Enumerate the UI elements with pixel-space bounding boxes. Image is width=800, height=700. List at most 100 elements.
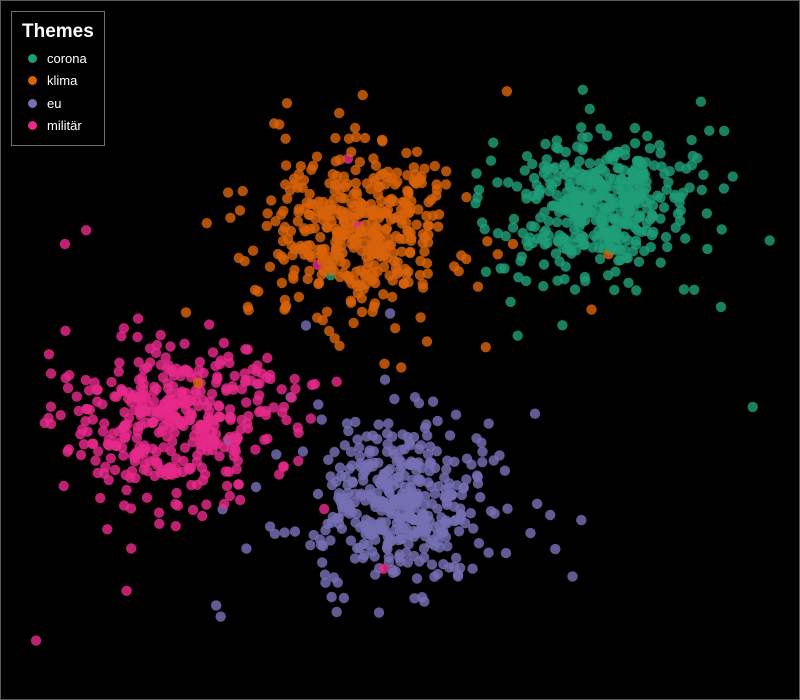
legend-swatch-milit-r [28, 121, 37, 131]
point-eu [373, 419, 384, 430]
point-milit-r [230, 430, 241, 442]
legend-label-milit-r: militär [47, 118, 82, 134]
point-eu [316, 414, 327, 425]
point-eu [477, 457, 488, 468]
point-klima [390, 323, 401, 334]
point-eu [465, 508, 476, 519]
point-corona [508, 213, 520, 225]
point-milit-r [141, 492, 153, 503]
point-eu [424, 466, 435, 477]
point-milit-r [281, 414, 292, 426]
point-corona [619, 231, 630, 242]
point-eu [467, 563, 478, 574]
point-klima [201, 218, 212, 229]
point-eu [297, 446, 309, 457]
point-milit-r [224, 490, 235, 502]
point-corona [615, 244, 626, 255]
point-klima [391, 167, 403, 178]
point-klima [414, 269, 426, 281]
point-eu [345, 535, 357, 546]
point-corona [646, 230, 658, 241]
point-corona [678, 284, 690, 295]
point-corona [604, 172, 615, 184]
point-corona [472, 192, 483, 203]
point-klima [386, 193, 397, 205]
point-milit-r [116, 331, 127, 342]
point-eu [317, 557, 328, 568]
point-klima [378, 289, 389, 300]
point-klima [295, 161, 306, 172]
point-milit-r [117, 442, 128, 453]
point-milit-r [219, 498, 230, 510]
point-klima [405, 227, 416, 238]
point-corona [678, 187, 689, 198]
point-milit-r [251, 366, 262, 377]
point-corona [639, 245, 650, 257]
point-klima [396, 246, 407, 257]
point-milit-r [241, 397, 252, 408]
legend-label-klima: klima [47, 73, 78, 89]
point-klima [363, 231, 374, 242]
point-milit-r [165, 365, 177, 377]
point-eu [279, 527, 290, 538]
point-klima [348, 235, 359, 246]
point-corona [535, 212, 546, 223]
point-klima [334, 154, 346, 165]
point-milit-r [55, 410, 66, 421]
point-corona [480, 266, 492, 277]
point-klima [301, 197, 312, 208]
point-eu [352, 434, 363, 445]
point-milit-r [172, 500, 183, 511]
point-milit-r [118, 323, 130, 334]
point-klima [417, 229, 429, 240]
point-milit-r [221, 385, 232, 396]
point-klima [415, 312, 426, 323]
point-milit-r [289, 373, 300, 385]
point-klima [366, 275, 378, 286]
legend-rows: corona klima eu militär [22, 47, 104, 137]
point-corona [551, 142, 562, 153]
point-klima [266, 195, 277, 206]
point-milit-r [262, 433, 273, 444]
point-milit-r [162, 431, 173, 442]
point-eu [351, 543, 363, 554]
point-eu [314, 534, 326, 545]
point-eu [398, 500, 410, 511]
point-milit-r [218, 337, 230, 349]
point-milit-r [331, 376, 342, 387]
point-eu [414, 444, 425, 455]
point-eu [395, 533, 406, 545]
point-corona [538, 259, 550, 270]
point-corona [603, 226, 614, 238]
point-corona [535, 184, 546, 195]
point-klima [480, 342, 491, 353]
point-eu [376, 524, 387, 535]
point-corona [633, 256, 645, 267]
point-milit-r [185, 372, 197, 383]
point-klima [411, 219, 422, 230]
point-eu [443, 482, 454, 493]
point-corona [629, 138, 641, 149]
point-milit-r [261, 372, 272, 383]
point-milit-r [39, 417, 50, 429]
point-eu [567, 571, 578, 582]
point-klima [269, 118, 280, 129]
point-klima [264, 261, 276, 272]
point-eu [576, 514, 587, 526]
point-klima [392, 266, 403, 277]
point-klima [365, 183, 376, 195]
point-milit-r [78, 439, 90, 450]
point-eu [429, 571, 440, 582]
point-klima [340, 181, 351, 192]
point-corona [619, 218, 630, 229]
point-milit-r [192, 450, 203, 461]
point-milit-r [105, 453, 117, 464]
point-corona [627, 174, 638, 186]
point-eu [471, 433, 482, 444]
point-corona [546, 200, 558, 212]
point-eu [396, 461, 408, 472]
legend: Themes corona klima eu militär [11, 11, 105, 146]
point-corona [524, 232, 536, 243]
point-milit-r [195, 436, 207, 447]
